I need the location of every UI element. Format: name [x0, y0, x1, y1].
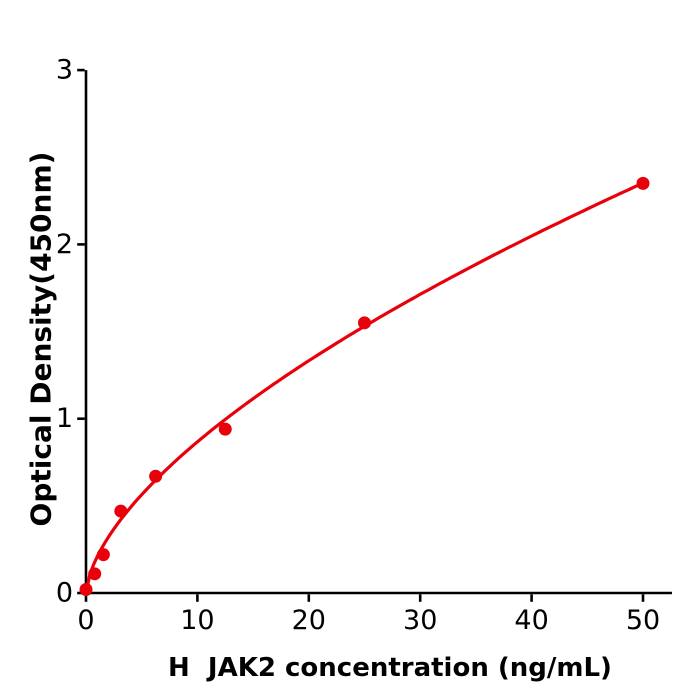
- data-point: [88, 567, 102, 581]
- data-point: [79, 583, 93, 597]
- x-axis-title: H JAK2 concentration (ng/mL): [168, 653, 612, 683]
- data-point: [149, 469, 163, 483]
- data-point: [114, 504, 128, 518]
- y-tick-label: 2: [56, 229, 73, 260]
- fit-curve: [84, 181, 645, 595]
- y-axis-title: Optical Density(450nm): [24, 151, 58, 527]
- x-tick-label: 0: [77, 605, 94, 636]
- y-tick-label: 3: [56, 55, 73, 86]
- data-point: [636, 176, 650, 190]
- y-tick-label: 0: [56, 578, 73, 609]
- y-tick-label: 1: [56, 403, 73, 434]
- data-point: [358, 316, 371, 330]
- x-tick-label: 20: [292, 605, 326, 636]
- x-tick-label: 40: [514, 605, 548, 636]
- data-point: [218, 422, 232, 436]
- x-tick-label: 50: [626, 605, 660, 636]
- x-tick-label: 30: [403, 605, 437, 636]
- data-point: [96, 548, 110, 562]
- x-tick-label: 10: [180, 605, 214, 636]
